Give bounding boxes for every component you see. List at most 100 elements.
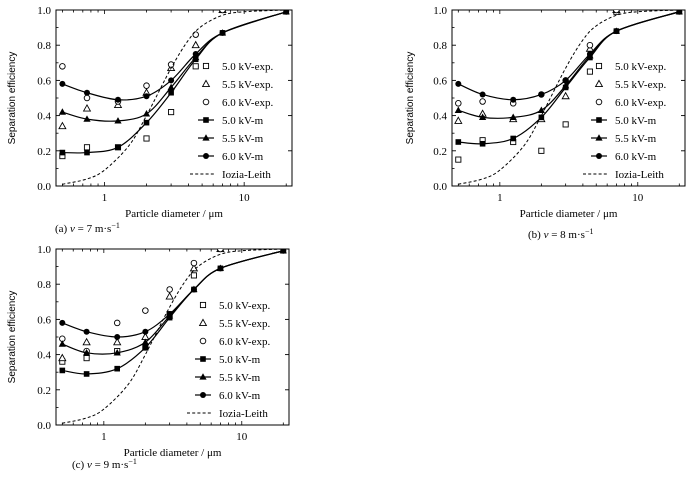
data-point (455, 80, 462, 87)
data-point (143, 93, 150, 100)
series-5-5-kv-exp (454, 10, 621, 124)
data-point (83, 355, 90, 362)
plot-frame (451, 9, 686, 187)
legend-item: 5.0 kV-exp. (199, 300, 270, 312)
panel-caption: (c) v = 9 m·s−1 (72, 457, 137, 471)
legend-marker (596, 153, 602, 159)
data-point (114, 117, 122, 124)
data-point (143, 119, 150, 126)
data-point (83, 115, 91, 122)
series-6-0-kv-m (455, 10, 683, 103)
legend-marker (595, 62, 603, 70)
y-tick-label: 1.0 (433, 5, 447, 17)
y-axis-label: Separation efficiency (7, 52, 18, 145)
legend-label: 5.0 kV-m (615, 115, 657, 127)
data-point (84, 149, 90, 156)
y-tick-label: 0.8 (37, 40, 51, 52)
data-point (82, 349, 91, 356)
legend-label: Iozia-Leith (615, 169, 664, 181)
data-point (167, 83, 175, 91)
data-point (538, 114, 545, 121)
data-point (168, 89, 174, 96)
data-point (58, 353, 67, 362)
caption-exponent: −1 (128, 457, 137, 466)
legend-marker (199, 373, 207, 380)
legend-item: 6.0 kV-m (195, 390, 261, 402)
series-6-0-kv-m (59, 10, 290, 103)
data-point (58, 108, 67, 115)
caption-value: = 7 m·s (75, 223, 111, 235)
legend-label: 6.0 kV-exp. (615, 97, 666, 109)
data-point (82, 337, 91, 346)
data-point (166, 311, 173, 318)
y-tick-label: 0.6 (433, 75, 447, 87)
legend-label: 6.0 kV-exp. (222, 97, 273, 109)
chart-panel-2: 0.0 0.2 0.4 0.6 0.8 1.0 1 10 5.0 kV-exp. 5.5 kV-e… (405, 5, 686, 241)
data-point (586, 41, 594, 49)
data-point (114, 365, 121, 372)
series-5-5-kv-exp (58, 10, 227, 130)
data-point (510, 96, 517, 103)
data-point (676, 10, 683, 15)
data-point (586, 51, 593, 57)
data-point (58, 121, 67, 130)
caption-exponent: −1 (585, 227, 594, 236)
legend-marker (202, 134, 210, 141)
y-tick-label: 0.8 (433, 40, 447, 52)
legend-marker (199, 301, 207, 309)
legend: 5.0 kV-exp. 5.5 kV-exp. 6.0 kV-exp. 5.0 kV-… (583, 61, 666, 181)
legend-label: 6.0 kV-m (615, 151, 657, 163)
legend-item: 5.0 kV-m (198, 115, 264, 127)
legend-label: 5.5 kV-exp. (615, 79, 666, 91)
data-point (115, 144, 121, 151)
caption-exponent: −1 (111, 221, 120, 230)
caption-prefix: (b) (528, 229, 544, 241)
legend-marker (595, 98, 603, 106)
data-point (165, 291, 174, 300)
legend-label: 5.5 kV-m (222, 133, 264, 145)
data-point (455, 139, 462, 145)
data-point (59, 80, 66, 87)
series-iozia-leith (458, 10, 680, 185)
series-iozia-leith-line (62, 249, 284, 424)
legend-label: 5.0 kV-exp. (219, 300, 270, 312)
legend-marker (200, 392, 206, 398)
caption-prefix: (c) (72, 459, 87, 471)
data-point (113, 349, 121, 356)
data-point (586, 68, 593, 75)
data-point (83, 94, 91, 102)
data-point (82, 104, 92, 112)
y-tick-label: 0.2 (37, 146, 51, 158)
data-point (510, 135, 517, 142)
y-tick-label: 0.4 (433, 111, 447, 123)
data-point (190, 286, 197, 293)
legend-item: 5.5 kV-exp. (201, 79, 273, 91)
data-point (538, 147, 545, 154)
x-tick-label: 1 (497, 192, 503, 204)
data-point (142, 307, 149, 314)
data-point (454, 106, 462, 113)
x-tick-label: 10 (632, 192, 644, 204)
data-point (562, 77, 569, 84)
legend-item: 5.5 kV-m (198, 133, 264, 145)
series-5-0-kv-exp (455, 10, 620, 163)
x-tick-label: 1 (101, 431, 107, 443)
legend-label: 5.0 kV-m (222, 115, 264, 127)
chart-panel-3: 0.0 0.2 0.4 0.6 0.8 1.0 1 10 5.0 kV-exp. 5.5 kV-e… (7, 244, 290, 471)
legend-marker (203, 153, 209, 159)
data-point (83, 371, 90, 377)
legend-item: Iozia-Leith (190, 169, 271, 181)
data-point (114, 96, 121, 103)
y-tick-label: 0.2 (37, 385, 51, 397)
legend-marker (596, 117, 602, 123)
data-point (166, 286, 173, 293)
data-point (191, 40, 200, 49)
data-point (192, 63, 199, 70)
data-point (537, 106, 545, 113)
data-point (561, 91, 570, 100)
data-point (280, 249, 287, 254)
legend-label: 5.5 kV-exp. (222, 79, 273, 91)
data-point (168, 109, 175, 116)
legend-item: 6.0 kV-m (198, 151, 264, 163)
